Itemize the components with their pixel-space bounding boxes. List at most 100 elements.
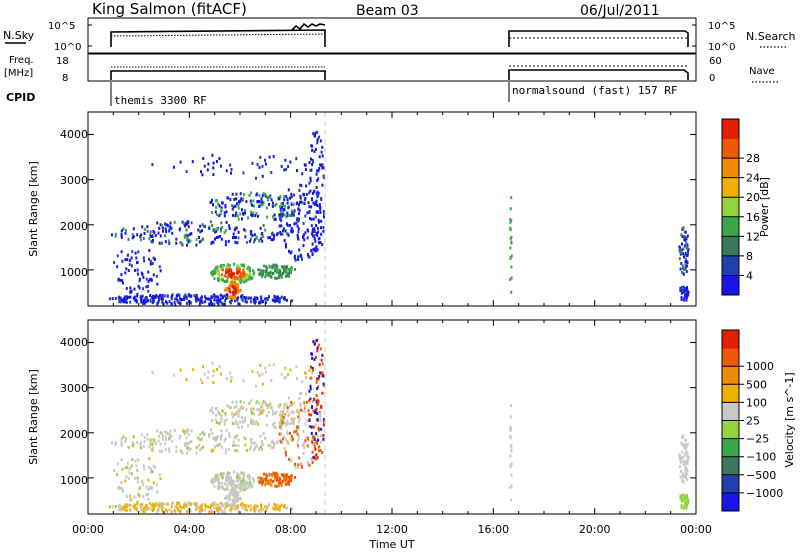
power-cell xyxy=(255,193,258,197)
power-cell xyxy=(292,202,294,206)
velocity-cell xyxy=(198,448,201,452)
power-cell xyxy=(240,279,243,283)
velocity-cell xyxy=(148,445,151,449)
power-cell xyxy=(228,267,231,271)
power-cell xyxy=(239,281,242,285)
power-cell xyxy=(265,297,268,301)
velocity-cell xyxy=(242,405,245,409)
power-cell xyxy=(320,232,323,236)
velocity-cell xyxy=(686,494,688,497)
power-cell xyxy=(194,297,197,301)
power-cell xyxy=(245,278,247,282)
velocity-cell xyxy=(272,506,275,510)
power-cell xyxy=(275,299,278,303)
power-cell xyxy=(206,168,209,172)
power-cell xyxy=(295,221,298,225)
power-cell xyxy=(317,218,320,222)
power-cell xyxy=(151,163,154,166)
power-cell xyxy=(274,269,277,273)
velocity-cell xyxy=(272,441,275,445)
velocity-cell xyxy=(679,457,682,461)
velocity-cell xyxy=(142,483,145,487)
power-cell xyxy=(290,229,293,233)
velocity-cell xyxy=(141,509,144,513)
velocity-cell xyxy=(316,349,319,353)
power-cell xyxy=(121,279,124,283)
power-cell xyxy=(298,200,301,204)
power-cell xyxy=(313,134,316,138)
power-cell xyxy=(185,233,188,237)
power-cell xyxy=(272,298,275,302)
velocity-cell xyxy=(229,406,232,410)
power-cell xyxy=(321,154,324,158)
power-cell xyxy=(228,269,231,273)
velocity-cell xyxy=(234,435,237,439)
velocity-cell xyxy=(114,505,117,508)
velocity-cell xyxy=(273,507,276,511)
velocity-colorbar-label: Velocity [m s^-1] xyxy=(783,372,796,467)
velocity-cell xyxy=(678,465,681,469)
velocity-cell xyxy=(121,487,124,491)
power-cell xyxy=(283,239,286,242)
power-cell xyxy=(287,188,290,192)
power-cell xyxy=(682,252,685,256)
velocity-cell xyxy=(684,497,687,501)
power-cell xyxy=(160,241,163,245)
power-cell xyxy=(686,292,689,296)
power-cell xyxy=(272,263,275,267)
power-cell xyxy=(125,228,127,232)
power-cell xyxy=(212,273,214,276)
velocity-cell xyxy=(265,478,268,481)
power-cell xyxy=(177,300,180,304)
power-colorbar-label: Power [dB] xyxy=(758,177,771,237)
velocity-cell xyxy=(319,347,322,351)
power-cell xyxy=(276,265,279,269)
power-cell xyxy=(296,233,299,237)
nsky-line-seg1 xyxy=(110,29,326,47)
velocity-cell xyxy=(684,475,687,479)
power-cell xyxy=(685,251,688,255)
velocity-cell xyxy=(233,484,236,488)
power-cell xyxy=(276,268,279,272)
power-cell xyxy=(229,295,232,299)
power-cell xyxy=(219,264,222,268)
power-cell xyxy=(311,148,314,152)
velocity-cell xyxy=(317,399,320,403)
power-cell xyxy=(259,269,262,273)
velocity-x-ticks xyxy=(87,320,697,514)
power-cell xyxy=(136,292,139,296)
power-cell xyxy=(183,235,186,239)
velocity-cell xyxy=(684,468,687,472)
power-cell xyxy=(286,223,289,227)
power-cell xyxy=(262,299,264,303)
velocity-cell xyxy=(209,505,212,509)
power-cell xyxy=(290,202,293,206)
velocity-cell xyxy=(288,479,290,483)
power-cell xyxy=(211,224,214,227)
velocity-cell xyxy=(213,501,216,505)
velocity-cell xyxy=(225,473,228,477)
power-cell xyxy=(285,265,287,269)
power-cell xyxy=(297,227,300,231)
velocity-cell xyxy=(265,402,268,406)
power-cell xyxy=(182,221,185,225)
velocity-cell xyxy=(685,506,688,510)
power-cell xyxy=(321,243,324,247)
velocity-cell xyxy=(185,436,188,440)
velocity-cell xyxy=(251,411,254,415)
power-cell xyxy=(227,263,230,267)
power-cell xyxy=(313,237,316,240)
velocity-cell xyxy=(151,443,154,446)
velocity-cell xyxy=(302,444,305,448)
velocity-cell xyxy=(302,429,305,433)
velocity-cell xyxy=(173,428,176,432)
power-cell xyxy=(225,220,228,224)
velocity-cell xyxy=(113,469,116,472)
power-cell xyxy=(317,169,320,173)
velocity-cell xyxy=(236,422,239,426)
power-cell xyxy=(258,273,261,277)
power-cell xyxy=(304,214,307,218)
power-cell xyxy=(286,211,289,215)
power-cell xyxy=(255,176,257,180)
station-title: King Salmon (fitACF) xyxy=(92,0,247,18)
